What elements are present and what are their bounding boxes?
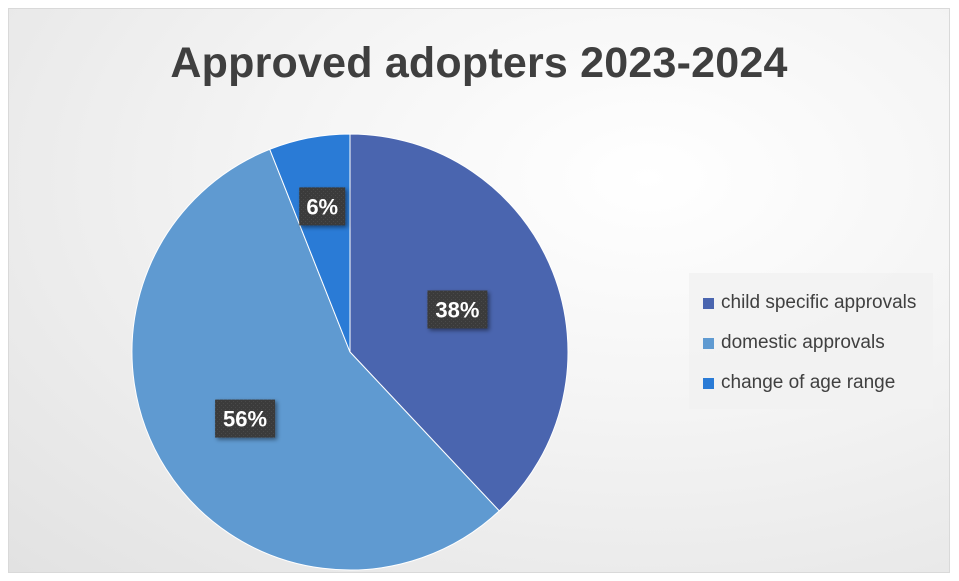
- data-label-domestic-approvals: 56%: [215, 399, 276, 438]
- pie-data-labels: 38% 56% 6%: [215, 187, 488, 438]
- data-label-change-of-age-range: 6%: [299, 187, 346, 226]
- data-label-box: [427, 290, 488, 329]
- pie-slices: [131, 133, 569, 571]
- legend-swatch-child-specific-approvals: [703, 297, 714, 309]
- legend-label: change of age range: [721, 372, 896, 393]
- legend: child specific approvals domestic approv…: [689, 273, 933, 409]
- legend-swatch-domestic-approvals: [703, 337, 714, 349]
- chart-title: Approved adopters 2023-2024: [170, 39, 788, 87]
- data-label-child-specific-approvals: 38%: [427, 290, 488, 329]
- pie-slice-domestic-approvals: [131, 148, 500, 571]
- data-label-text: 56%: [223, 407, 267, 432]
- legend-swatch-change-of-age-range: [703, 377, 714, 389]
- legend-item-domestic-approvals: domestic approvals: [689, 323, 933, 363]
- legend-item-change-of-age-range: change of age range: [689, 363, 933, 403]
- data-label-box: [215, 399, 276, 438]
- data-label-text: 6%: [306, 194, 338, 219]
- legend-label: domestic approvals: [721, 332, 885, 353]
- legend-label: child specific approvals: [721, 292, 917, 313]
- data-label-box: [299, 187, 346, 226]
- data-label-text: 38%: [435, 297, 479, 322]
- pie-chart: 38% 56% 6%: [131, 133, 569, 571]
- chart-area: Approved adopters 2023-2024 38% 56% 6% chi…: [8, 8, 950, 573]
- legend-item-child-specific-approvals: child specific approvals: [689, 283, 933, 323]
